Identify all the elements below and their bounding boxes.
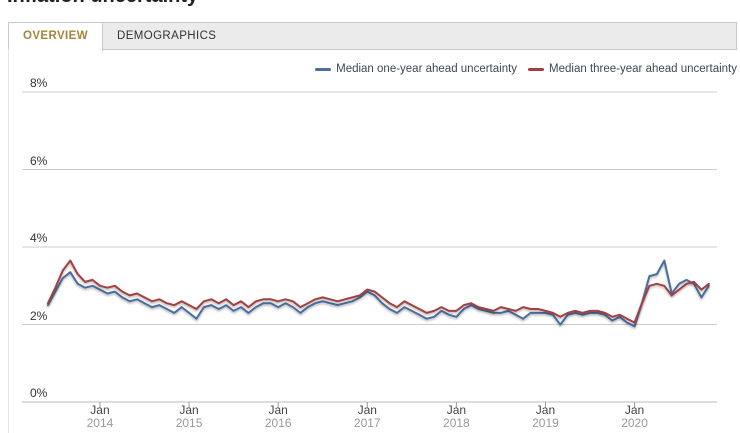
tab-demographics[interactable]: DEMOGRAPHICS [116,30,217,42]
x-tick-label: Jan 2019 [532,403,559,430]
y-tick-label: 0% [30,386,48,400]
y-tick-label: 2% [30,308,48,323]
legend-swatch [315,67,332,71]
x-tick-label: Jan 2015 [175,403,203,430]
series-line-one-year [47,259,710,328]
tab-bar: OVERVIEW DEMOGRAPHICS [8,22,737,51]
chart-legend: Median one-year ahead uncertainty Median … [315,63,737,75]
legend-item-one-year[interactable]: Median one-year ahead uncertainty [315,63,517,75]
series-lines [47,259,710,328]
tab-overview[interactable]: OVERVIEW [8,22,103,51]
gridlines [22,91,717,403]
x-tick-label: Jan 2016 [264,403,292,430]
y-tick-label: 8% [30,76,48,90]
y-tick-label: 4% [30,231,48,245]
x-tick-label: Jan 2018 [443,403,470,430]
legend-label: Median three-year ahead uncertainty [549,63,737,75]
panel-left-border [8,49,9,433]
legend-item-three-year[interactable]: Median three-year ahead uncertainty [528,63,737,75]
y-tick-label: 6% [30,153,48,168]
legend-swatch [528,67,545,71]
x-tick-label: Jan 2017 [353,403,381,430]
x-tick-label: Jan 2014 [86,403,114,430]
series-line-three-year [47,259,710,324]
page-title: Inflation uncertainty [7,0,407,9]
legend-label: Median one-year ahead uncertainty [336,63,518,75]
x-tick-marks [99,402,636,408]
page-title-text: Inflation uncertainty [7,0,407,8]
chart-plot[interactable] [0,70,740,433]
x-tick-label: Jan 2020 [621,403,648,430]
